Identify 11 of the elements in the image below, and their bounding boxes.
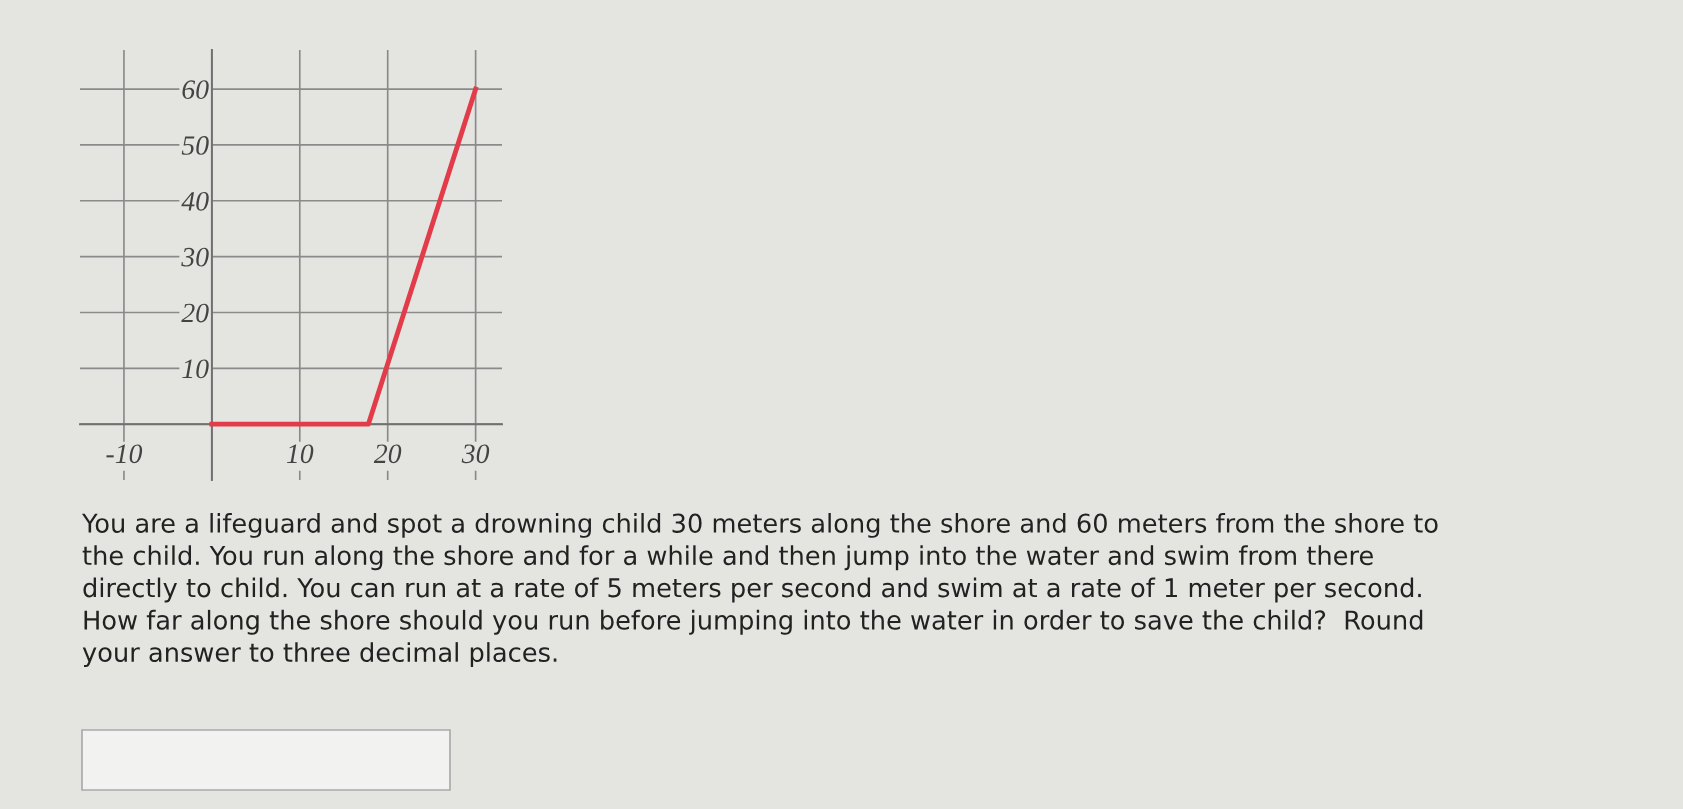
x-tick-label: 10: [286, 444, 314, 464]
y-tick-label: 40: [181, 191, 209, 211]
y-tick-label: 50: [181, 136, 209, 155]
x-tick-label: 30: [461, 444, 490, 464]
y-tick-label: 20: [181, 303, 209, 323]
x-tick-label: 20: [373, 444, 402, 464]
y-tick-label: 60: [182, 80, 209, 99]
text: You are a lifeguard and spot a drowning child 30 meters along the shore and 60 meters from the shore to the child. You run along the shore and for a while and then jump into the water and swim from there directly to child. You can run at a rate of 5 meters per second and swim at a rate of 1 meter per second. How far along the shore should you run before jumping into the water in order to save the child? Round your answer to three decimal places.: [81, 513, 1438, 668]
y-tick-label: 30: [181, 247, 209, 267]
x-tick-label: -10: [106, 444, 143, 464]
y-tick-label: 10: [182, 359, 209, 379]
